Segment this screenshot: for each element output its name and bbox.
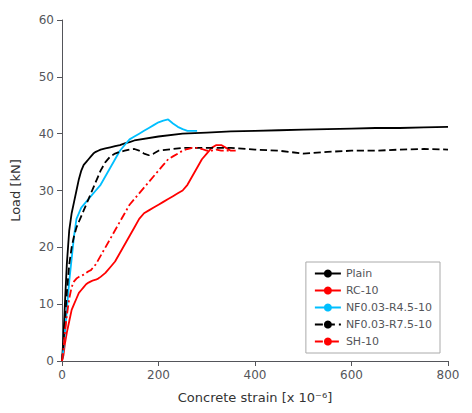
svg-text:Load [kN]: Load [kN]: [8, 159, 23, 222]
svg-text:20: 20: [39, 240, 54, 254]
svg-text:RC-10: RC-10: [346, 284, 379, 297]
svg-text:NF0.03-R7.5-10: NF0.03-R7.5-10: [346, 318, 432, 331]
svg-text:50: 50: [39, 70, 54, 84]
svg-text:200: 200: [147, 368, 170, 382]
svg-text:400: 400: [244, 368, 267, 382]
svg-text:SH-10: SH-10: [346, 335, 379, 348]
svg-text:0: 0: [46, 354, 54, 368]
svg-text:30: 30: [39, 184, 54, 198]
svg-text:Concrete strain [x 10⁻⁶]: Concrete strain [x 10⁻⁶]: [178, 390, 332, 405]
svg-text:10: 10: [39, 297, 54, 311]
svg-text:600: 600: [340, 368, 363, 382]
svg-text:40: 40: [39, 127, 54, 141]
svg-text:Plain: Plain: [346, 267, 372, 280]
svg-text:NF0.03-R4.5-10: NF0.03-R4.5-10: [346, 301, 432, 314]
svg-text:0: 0: [58, 368, 66, 382]
svg-text:60: 60: [39, 13, 54, 27]
svg-text:800: 800: [437, 368, 460, 382]
